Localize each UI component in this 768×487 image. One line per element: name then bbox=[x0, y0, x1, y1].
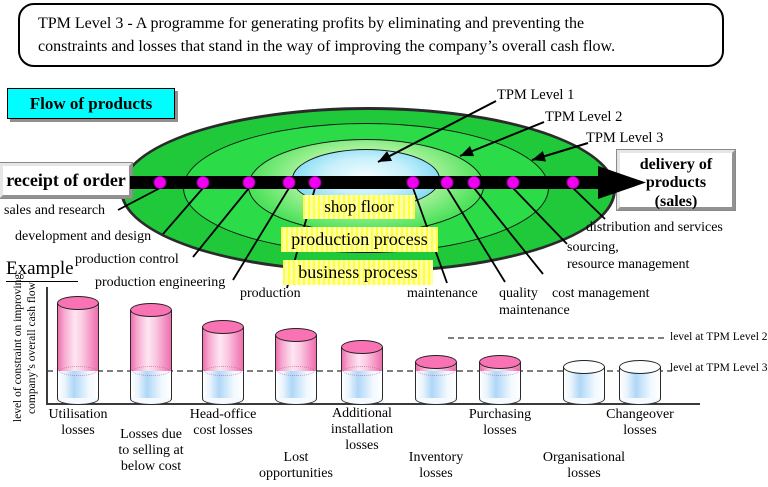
cylinder-level-mark bbox=[59, 366, 97, 376]
tpm-callout-line bbox=[377, 100, 497, 163]
cylinder-pink-body bbox=[57, 303, 99, 371]
flow-dot bbox=[242, 176, 256, 189]
flow-dot bbox=[308, 176, 322, 189]
stage-label: development and design bbox=[15, 229, 152, 244]
cylinder-pink-body bbox=[202, 327, 244, 371]
cylinder-level-mark bbox=[132, 366, 170, 376]
stage-label: sales and research bbox=[4, 203, 106, 218]
stage-label: quality maintenance bbox=[499, 286, 570, 318]
bar-label: Changeover losses bbox=[606, 407, 674, 439]
delivery-of-products-box: delivery of products (sales) bbox=[616, 149, 736, 211]
process-label: production process bbox=[281, 227, 438, 252]
tpm-callout-arrowhead bbox=[532, 150, 547, 162]
stage-label: cost management bbox=[552, 286, 650, 301]
stage-label: production bbox=[240, 286, 301, 301]
flow-dot bbox=[440, 176, 454, 189]
cylinder-top-pink bbox=[415, 355, 457, 369]
process-label: shop floor bbox=[303, 195, 415, 219]
stage-label: production control bbox=[75, 252, 179, 267]
bar-label: Lost opportunities bbox=[259, 450, 333, 482]
cylinder-pink-body bbox=[130, 310, 172, 371]
stage-label: maintenance bbox=[407, 286, 478, 301]
flow-dot bbox=[467, 176, 481, 189]
title-box: TPM Level 3 - A programme for generating… bbox=[18, 3, 724, 67]
cylinder-top-pink bbox=[275, 328, 317, 342]
stage-connector-line bbox=[473, 187, 544, 275]
bar-label: Purchasing losses bbox=[468, 407, 532, 439]
flow-dot bbox=[406, 176, 420, 189]
flow-dot bbox=[196, 176, 210, 189]
cylinder-top-pink bbox=[341, 340, 383, 354]
stage-label: sourcing, resource management bbox=[567, 240, 690, 272]
bar-label: Additional installation losses bbox=[330, 406, 394, 454]
ref-line-label: level at TPM Level 2 bbox=[670, 331, 768, 343]
receipt-of-order-box: receipt of order bbox=[0, 162, 133, 199]
bar-label: Losses due to selling at below cost bbox=[118, 427, 184, 475]
cylinder-level-mark bbox=[277, 366, 315, 376]
cylinder-top-pink bbox=[479, 355, 521, 369]
y-axis-label: level of constraint on improving company… bbox=[12, 273, 39, 423]
stage-connector-line bbox=[162, 187, 204, 235]
flow-of-products-label: Flow of products bbox=[7, 88, 175, 119]
cylinder-top-white bbox=[563, 360, 605, 374]
cylinder-level-mark bbox=[343, 366, 381, 376]
bar-label: Inventory losses bbox=[408, 450, 464, 482]
stage-label: production engineering bbox=[95, 275, 226, 290]
tpm-callout-arrowhead bbox=[378, 151, 393, 162]
cylinder-top-white bbox=[619, 360, 661, 374]
cylinder-top-pink bbox=[130, 303, 172, 317]
stage-connector-line bbox=[232, 187, 290, 281]
tpm-callout-label: TPM Level 3 bbox=[586, 130, 664, 146]
tpm-callout-label: TPM Level 2 bbox=[545, 109, 623, 125]
example-heading: Example bbox=[6, 258, 78, 282]
stage-connector-line bbox=[192, 187, 250, 258]
cylinder-blue-body bbox=[202, 371, 244, 398]
bar-label: Organisational losses bbox=[542, 450, 626, 482]
stage-label: distribution and services bbox=[586, 220, 723, 235]
bar-label: Utilisation losses bbox=[48, 407, 108, 439]
stage-connector-line bbox=[572, 187, 606, 220]
cylinder-level-mark bbox=[204, 366, 242, 376]
stage-connector-line bbox=[512, 187, 568, 245]
flow-dot bbox=[153, 176, 167, 189]
tpm-callout-line bbox=[459, 121, 545, 157]
tpm-callout-label: TPM Level 1 bbox=[497, 87, 575, 103]
ref-line-label: level at TPM Level 3 bbox=[670, 362, 768, 374]
tpm-callout-arrowhead bbox=[460, 146, 475, 157]
flow-arrow-head bbox=[598, 166, 646, 199]
stage-connector-line bbox=[446, 187, 506, 283]
bar-label: Head-office cost losses bbox=[189, 407, 257, 439]
cylinder-top-pink bbox=[57, 296, 99, 310]
cylinder-blue-body bbox=[479, 371, 521, 398]
flow-dot bbox=[282, 176, 296, 189]
cylinder-top-pink bbox=[202, 320, 244, 334]
stage-connector-line bbox=[117, 187, 161, 211]
flow-dot bbox=[506, 176, 520, 189]
process-label: business process bbox=[283, 260, 433, 285]
flow-dot bbox=[566, 176, 580, 189]
